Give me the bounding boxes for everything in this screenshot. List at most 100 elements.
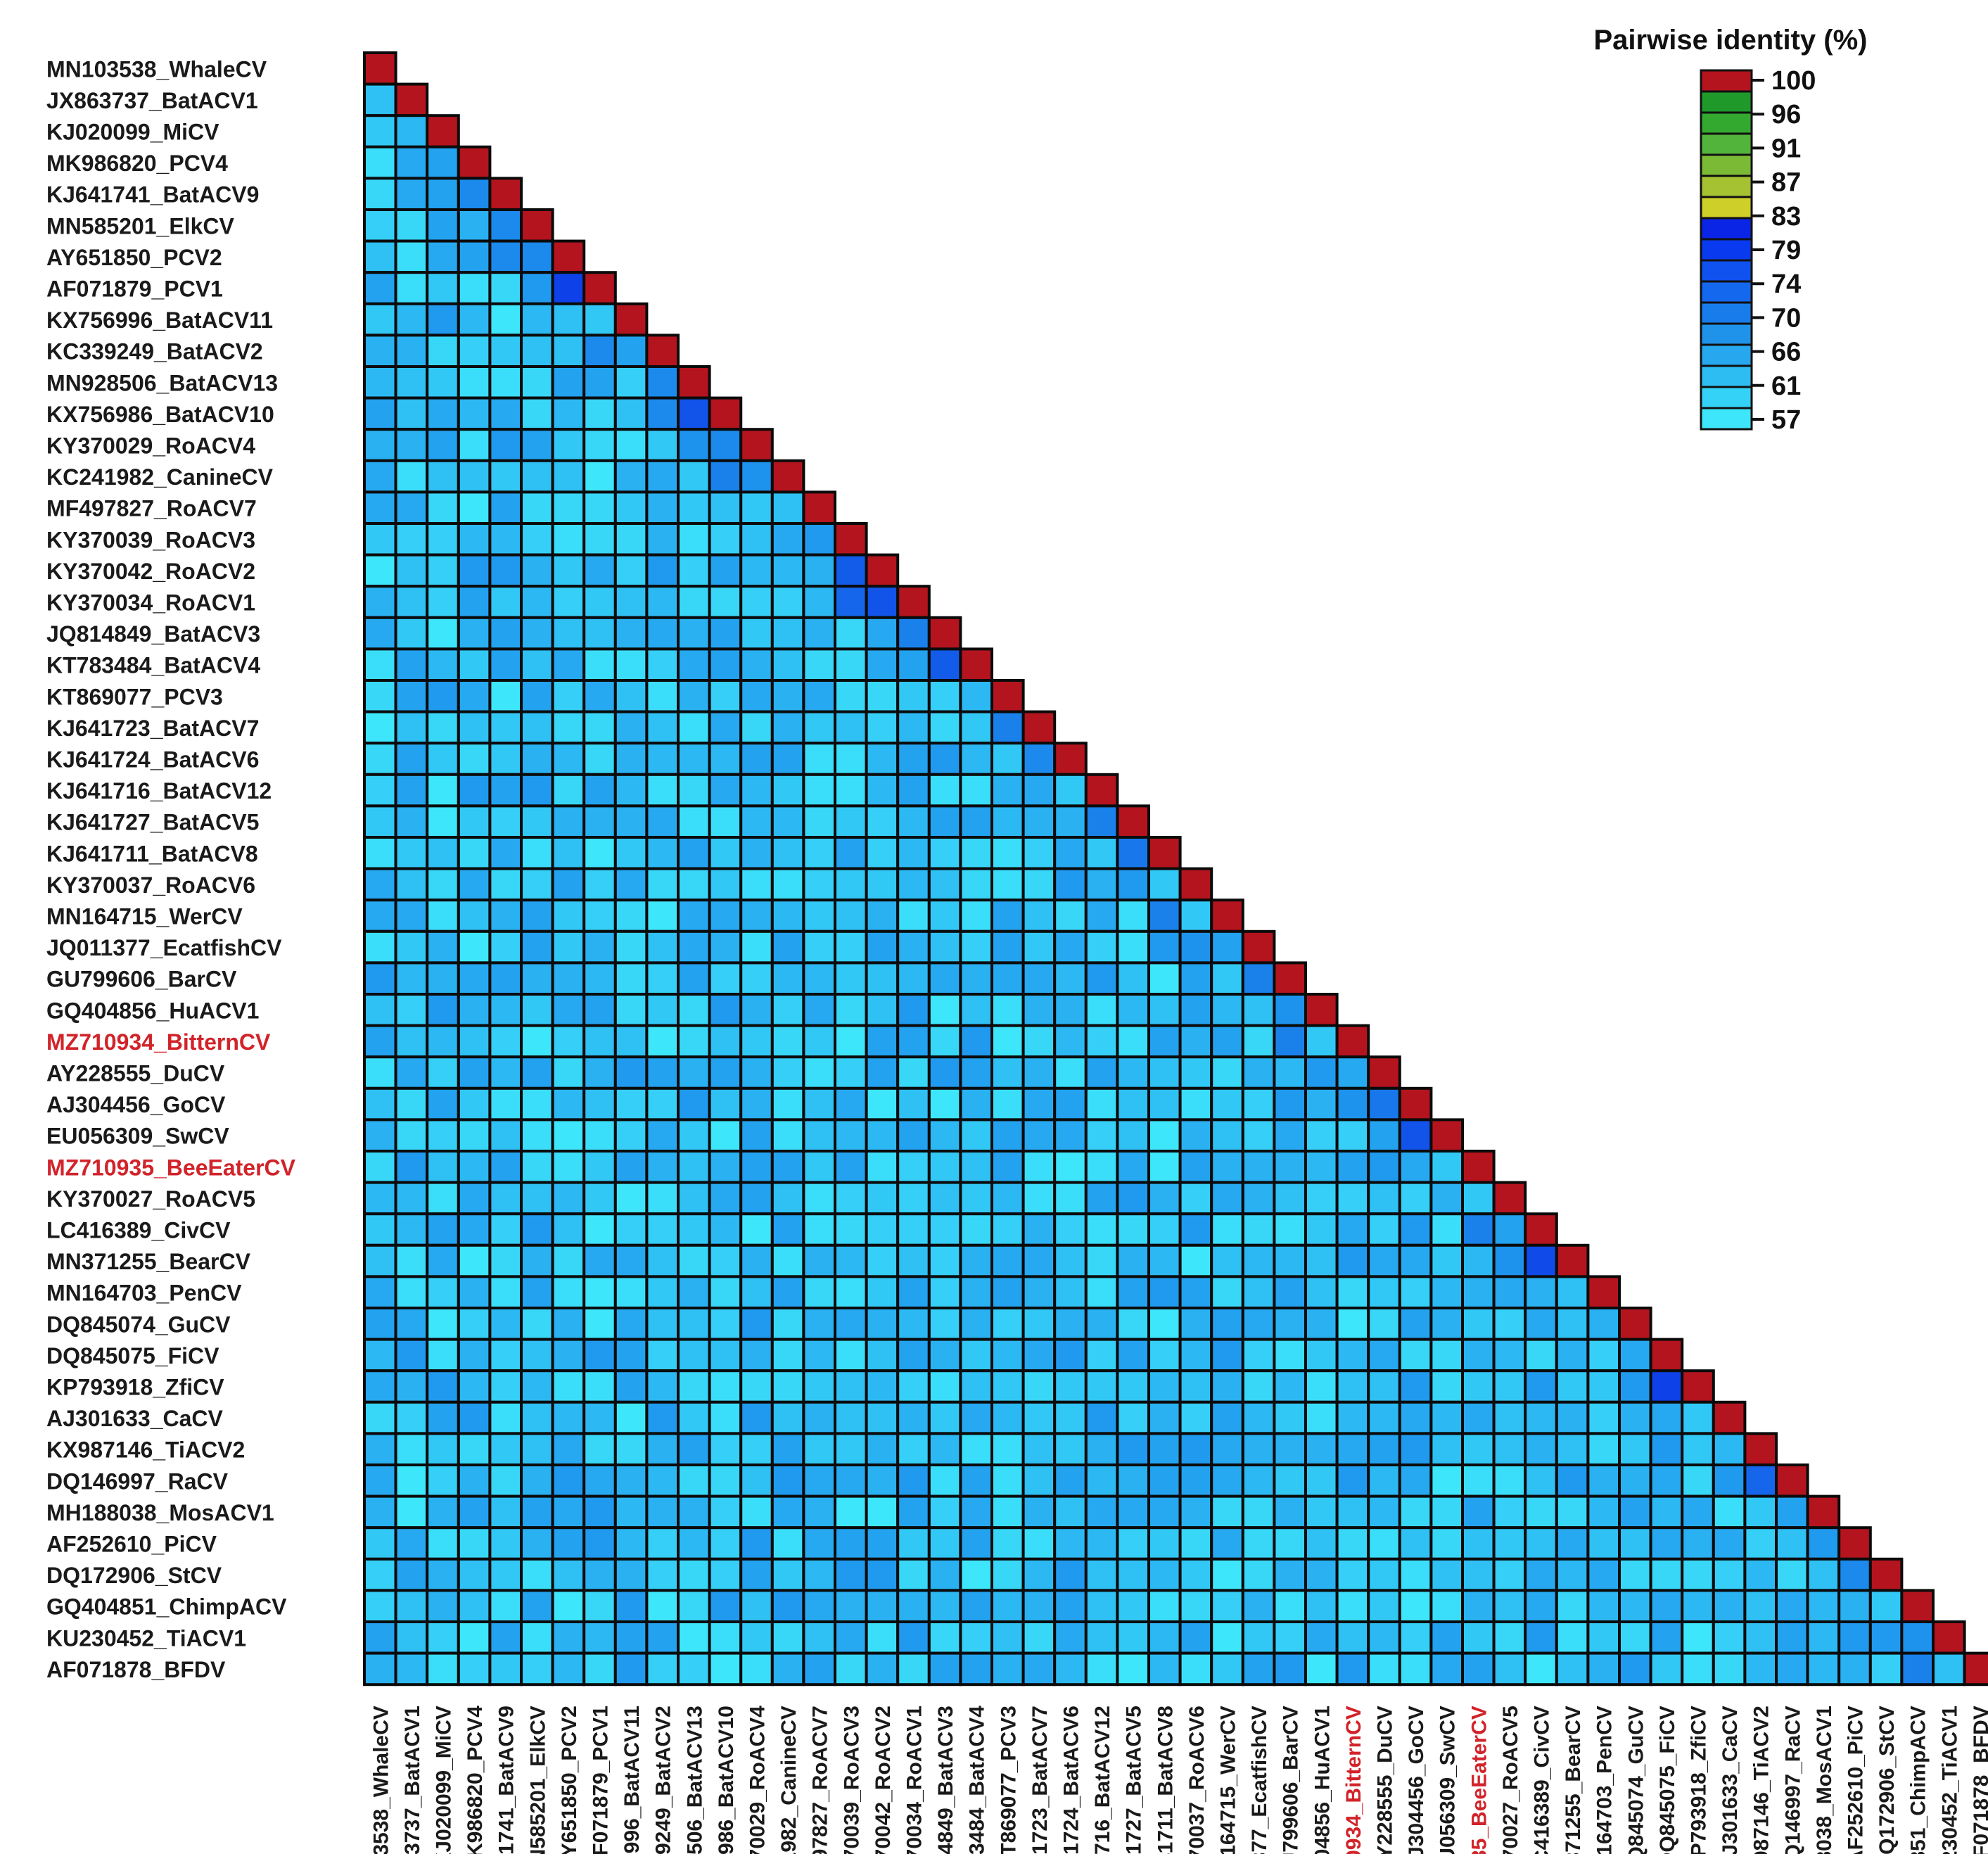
- heatmap-cell: [927, 1400, 962, 1435]
- row-label: KY370027_RoACV5: [46, 1186, 255, 1212]
- heatmap-cell: [834, 1400, 868, 1435]
- heatmap-cell: [363, 836, 397, 870]
- heatmap-cell: [1618, 1557, 1652, 1592]
- heatmap-cell: [394, 1307, 429, 1341]
- column-label: AY651850_PCV2: [558, 1706, 581, 1854]
- heatmap-cell: [488, 553, 523, 588]
- heatmap-cell: [613, 1589, 649, 1623]
- heatmap-cell: [677, 428, 711, 462]
- heatmap-cell: [1681, 1494, 1715, 1530]
- column-label: AJ304456_GoCV: [1405, 1706, 1428, 1854]
- heatmap-cell: [677, 867, 711, 902]
- heatmap-cell: [1021, 961, 1057, 996]
- heatmap-cell: [1241, 1150, 1276, 1184]
- heatmap-cell: [739, 1463, 774, 1498]
- row-label: KX756996_BatACV11: [46, 307, 273, 333]
- heatmap-cell: [896, 1432, 931, 1467]
- column-label: DQ845075_FiCV: [1656, 1706, 1679, 1854]
- heatmap-cell: [770, 1651, 805, 1687]
- heatmap-cell: [1681, 1526, 1715, 1561]
- heatmap-cell: [1273, 1589, 1308, 1623]
- column-label: KX756986_BatACV10: [715, 1706, 738, 1854]
- heatmap-cell: [1335, 1307, 1370, 1341]
- heatmap-cell: [394, 114, 429, 148]
- heatmap-cell: [1649, 1494, 1684, 1530]
- heatmap-cell: [770, 1620, 805, 1655]
- heatmap-cell: [959, 804, 994, 839]
- heatmap-cell: [1398, 1243, 1433, 1278]
- heatmap-cell: [363, 773, 397, 808]
- heatmap-cell: [520, 1369, 554, 1404]
- heatmap-cell: [551, 616, 586, 651]
- column-label: MN103538_WhaleCV: [369, 1706, 393, 1854]
- heatmap-cell: [1210, 1150, 1244, 1184]
- heatmap-cell: [551, 522, 586, 557]
- heatmap-cell: [708, 1024, 743, 1059]
- heatmap-cell: [551, 1651, 586, 1687]
- heatmap-cell: [739, 1557, 774, 1592]
- heatmap-cell: [426, 1369, 460, 1404]
- heatmap-cell: [959, 1369, 994, 1404]
- heatmap-cell: [896, 1024, 931, 1059]
- heatmap-cell: [1084, 1338, 1119, 1373]
- heatmap-cell: [520, 742, 554, 776]
- heatmap-cell: [1649, 1589, 1684, 1623]
- row-label: MN164715_WerCV: [46, 904, 243, 929]
- legend-tick-label: 91: [1771, 134, 1801, 163]
- heatmap-cell: [1555, 1275, 1590, 1310]
- heatmap-cell: [1775, 1589, 1809, 1623]
- heatmap-cell: [1084, 1432, 1119, 1467]
- heatmap-cell: [1241, 1055, 1276, 1090]
- heatmap-cell: [1492, 1307, 1527, 1341]
- heatmap-cell: [394, 1494, 429, 1530]
- legend-swatch: [1700, 132, 1753, 156]
- heatmap-cell: [457, 679, 492, 713]
- heatmap-cell: [488, 1055, 523, 1090]
- heatmap-cell: [457, 177, 492, 211]
- heatmap-cell: [834, 993, 868, 1027]
- heatmap-cell: [363, 428, 397, 462]
- heatmap-cell: [1021, 1150, 1057, 1184]
- heatmap-cell: [834, 1212, 868, 1247]
- heatmap-cell: [613, 1651, 649, 1687]
- heatmap-cell: [1335, 1651, 1370, 1687]
- heatmap-cell: [896, 1400, 931, 1435]
- heatmap-cell: [488, 1243, 523, 1278]
- legend-tick-label: 79: [1771, 236, 1801, 265]
- heatmap-cell: [520, 679, 554, 713]
- heatmap-cell: [1304, 1526, 1339, 1561]
- heatmap-cell: [1304, 1086, 1339, 1122]
- heatmap-cell: [1178, 1055, 1213, 1090]
- heatmap-cell: [363, 490, 397, 526]
- heatmap-cell: [551, 1055, 586, 1090]
- heatmap-cell: [520, 1620, 554, 1655]
- heatmap-cell: [1147, 961, 1182, 996]
- heatmap-cell: [1555, 1589, 1590, 1623]
- heatmap-cell: [551, 1338, 586, 1373]
- heatmap-cell: [582, 742, 617, 776]
- heatmap-cell: [834, 773, 868, 808]
- heatmap-cell: [582, 1118, 617, 1153]
- heatmap-cell: [1273, 1024, 1308, 1059]
- heatmap-cell: [1586, 1494, 1621, 1530]
- column-label: MN164703_PenCV: [1593, 1706, 1617, 1854]
- heatmap-cell: [363, 1589, 397, 1623]
- heatmap-cell: [613, 1369, 649, 1404]
- heatmap-cell: [1241, 1589, 1276, 1623]
- heatmap-cell: [363, 1181, 397, 1216]
- heatmap-cell: [770, 929, 805, 965]
- heatmap-cell: [645, 1055, 680, 1090]
- heatmap-cell: [1053, 1055, 1088, 1090]
- heatmap-cell: [1335, 1338, 1370, 1373]
- heatmap-cell: [677, 836, 711, 870]
- heatmap-cell: [394, 1181, 429, 1216]
- heatmap-cell: [1053, 1369, 1088, 1404]
- heatmap-cell: [551, 1307, 586, 1341]
- heatmap-cell: [739, 867, 774, 902]
- heatmap-cell: [1053, 1024, 1088, 1059]
- heatmap-cell: [426, 616, 460, 651]
- row-label: KC241982_CanineCV: [46, 464, 274, 490]
- heatmap-cell: [896, 1369, 931, 1404]
- heatmap-cell: [363, 1275, 397, 1310]
- heatmap-cell: [394, 899, 429, 933]
